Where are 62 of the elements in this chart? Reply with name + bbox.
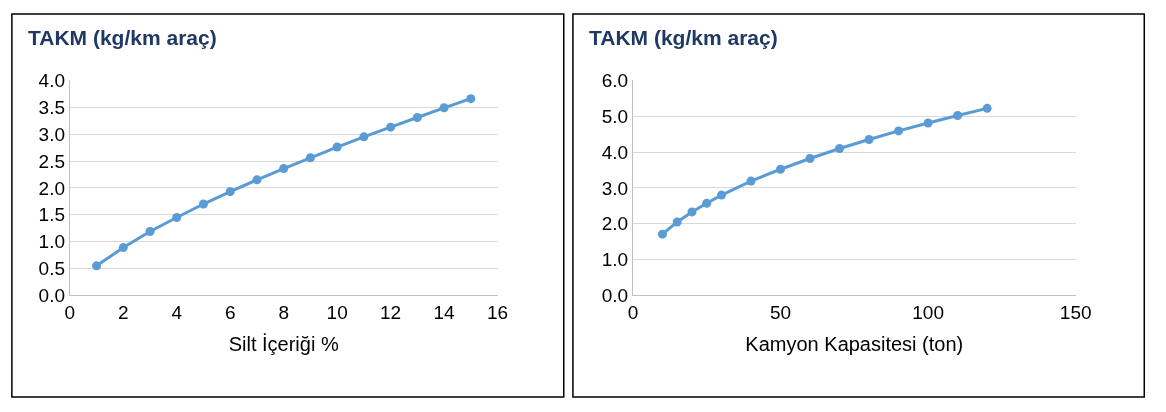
point [92,261,102,271]
point [672,217,682,227]
point [805,154,815,164]
x-tick-label: 6 [224,302,236,324]
y-tick-label: 2.0 [38,177,66,199]
x-axis-title: Silt İçeriği % [228,332,339,355]
point [953,111,963,120]
point [923,118,933,128]
point [439,103,449,113]
y-tick-label: 3.5 [38,96,66,118]
x-tick-label: 150 [1059,302,1092,324]
point [332,142,342,152]
point [225,187,235,197]
point [279,164,289,174]
point [386,122,396,132]
y-tick-label: 0.5 [38,258,66,280]
point [982,103,992,113]
point [835,143,845,153]
x-tick-label: 50 [769,302,792,324]
y-tick-label: 3.0 [601,177,629,199]
point [746,176,756,186]
point [864,135,874,145]
y-tick-label: 2.5 [38,150,66,172]
y-tick-label: 4.0 [38,70,66,92]
y-tick-label: 0.0 [38,285,66,307]
point [145,226,155,236]
point [466,94,476,104]
y-tick-label: 1.5 [38,204,66,226]
y-tick-label: 1.0 [38,231,66,253]
x-tick-label: 16 [486,302,509,324]
point [252,175,262,185]
y-tick-label: 1.0 [601,249,629,271]
chart-title: TAKM (kg/km araç) [28,26,217,49]
x-tick-label: 0 [64,302,76,324]
y-tick-label: 0.0 [601,285,629,307]
x-tick-label: 12 [380,302,402,324]
point [118,243,128,253]
y-tick-label: 3.0 [38,123,66,145]
point [716,190,726,200]
point [172,212,182,222]
point [412,112,422,122]
x-tick-label: 8 [278,302,289,324]
y-tick-label: 2.0 [601,213,629,235]
x-tick-label: 2 [117,302,129,324]
y-tick-label: 4.0 [601,141,629,163]
x-tick-label: 10 [326,302,348,324]
point [198,199,208,209]
point [359,132,369,142]
x-tick-label: 100 [912,302,944,324]
x-tick-label: 0 [627,302,639,324]
chart-title: TAKM (kg/km araç) [589,26,778,49]
point [687,207,697,217]
point [305,153,315,163]
point [894,126,904,136]
x-axis-title: Kamyon Kapasitesi (ton) [745,332,964,355]
x-tick-label: 4 [171,302,183,324]
point [657,229,667,239]
x-tick-label: 14 [433,302,456,324]
y-tick-label: 6.0 [601,70,629,92]
point [776,164,786,174]
y-tick-label: 5.0 [601,105,629,127]
point [702,198,712,208]
